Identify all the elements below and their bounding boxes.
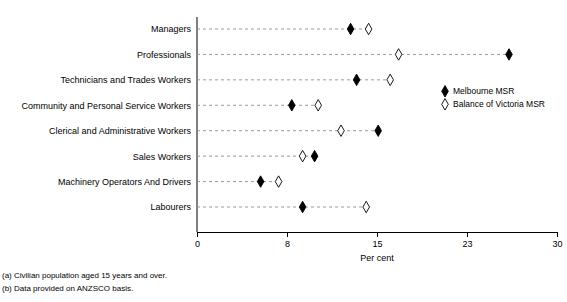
legend-item: Melbourne MSR bbox=[442, 86, 515, 97]
legend-marker bbox=[442, 99, 449, 110]
x-tick-label: 30 bbox=[552, 239, 562, 249]
x-tick-label: 23 bbox=[462, 239, 472, 249]
y-tick-label: Machinery Operators And Drivers bbox=[58, 177, 192, 187]
leader-line bbox=[197, 105, 318, 106]
x-tick-label: 0 bbox=[195, 239, 200, 249]
x-tick: 30 bbox=[552, 232, 562, 249]
y-tick: Sales Workers bbox=[133, 152, 192, 162]
x-tick: 8 bbox=[285, 232, 290, 249]
leader-line bbox=[197, 156, 315, 157]
x-tick-label: 8 bbox=[285, 239, 290, 249]
plot: 0 8 15 23 30 Managers Professionals Technicians… bbox=[22, 17, 563, 263]
marks bbox=[197, 23, 512, 212]
dot bbox=[387, 74, 394, 85]
y-tick: Professionals bbox=[137, 50, 192, 60]
legend: Melbourne MSR Balance of Victoria MSR bbox=[442, 86, 545, 110]
chart: 0 8 15 23 30 Managers Professionals Technicians… bbox=[0, 0, 567, 302]
y-tick: Community and Personal Service Workers bbox=[22, 101, 192, 111]
legend-marker bbox=[442, 86, 449, 97]
y-tick-label: Clerical and Administrative Workers bbox=[49, 126, 191, 136]
dot bbox=[365, 23, 372, 34]
y-axis: Managers Professionals Technicians and Tra… bbox=[22, 17, 197, 232]
x-tick-mark bbox=[467, 232, 468, 237]
y-tick: Clerical and Administrative Workers bbox=[49, 126, 191, 136]
y-tick: Managers bbox=[151, 24, 192, 34]
x-axis-line bbox=[198, 233, 558, 238]
x-tick: 15 bbox=[372, 232, 382, 249]
dot bbox=[299, 201, 306, 212]
legend-label: Balance of Victoria MSR bbox=[453, 99, 545, 109]
dot bbox=[375, 125, 382, 136]
dot bbox=[275, 176, 282, 187]
leader-line bbox=[197, 54, 509, 55]
y-tick-label: Community and Personal Service Workers bbox=[22, 101, 192, 111]
dot bbox=[347, 23, 354, 34]
footnote: (a) Civilian population aged 15 years an… bbox=[2, 271, 167, 280]
dot bbox=[288, 100, 295, 111]
y-tick-label: Sales Workers bbox=[133, 152, 192, 162]
leader-line bbox=[197, 79, 390, 80]
x-tick-mark bbox=[287, 232, 288, 237]
dot bbox=[395, 49, 402, 60]
legend-item: Balance of Victoria MSR bbox=[442, 99, 545, 110]
dot bbox=[311, 150, 318, 161]
dot bbox=[257, 176, 264, 187]
x-tick-mark bbox=[197, 232, 198, 237]
dot bbox=[299, 150, 306, 161]
leader-line bbox=[197, 29, 369, 30]
y-tick-label: Labourers bbox=[150, 202, 191, 212]
leader-line bbox=[197, 181, 279, 182]
y-tick-label: Technicians and Trades Workers bbox=[61, 75, 192, 85]
y-tick-label: Professionals bbox=[137, 50, 192, 60]
y-tick: Technicians and Trades Workers bbox=[61, 75, 192, 85]
dot bbox=[353, 74, 360, 85]
x-tick: 23 bbox=[462, 232, 472, 249]
x-axis-title: Per cent bbox=[360, 253, 394, 263]
leader-line bbox=[197, 207, 366, 208]
dot bbox=[363, 201, 370, 212]
dot bbox=[338, 125, 345, 136]
y-tick: Machinery Operators And Drivers bbox=[58, 177, 192, 187]
dot bbox=[506, 49, 513, 60]
x-tick-mark bbox=[377, 232, 378, 237]
x-tick: 0 bbox=[195, 232, 200, 249]
y-axis-line bbox=[197, 17, 198, 232]
dot bbox=[315, 100, 322, 111]
x-axis: 0 8 15 23 30 bbox=[195, 232, 563, 249]
y-tick-label: Managers bbox=[151, 24, 192, 34]
footnote: (b) Data provided on ANZSCO basis. bbox=[2, 284, 133, 293]
y-tick: Labourers bbox=[150, 202, 191, 212]
leader-line bbox=[197, 130, 378, 131]
x-tick-label: 15 bbox=[372, 239, 382, 249]
legend-label: Melbourne MSR bbox=[453, 86, 514, 96]
x-tick-mark bbox=[557, 232, 558, 237]
